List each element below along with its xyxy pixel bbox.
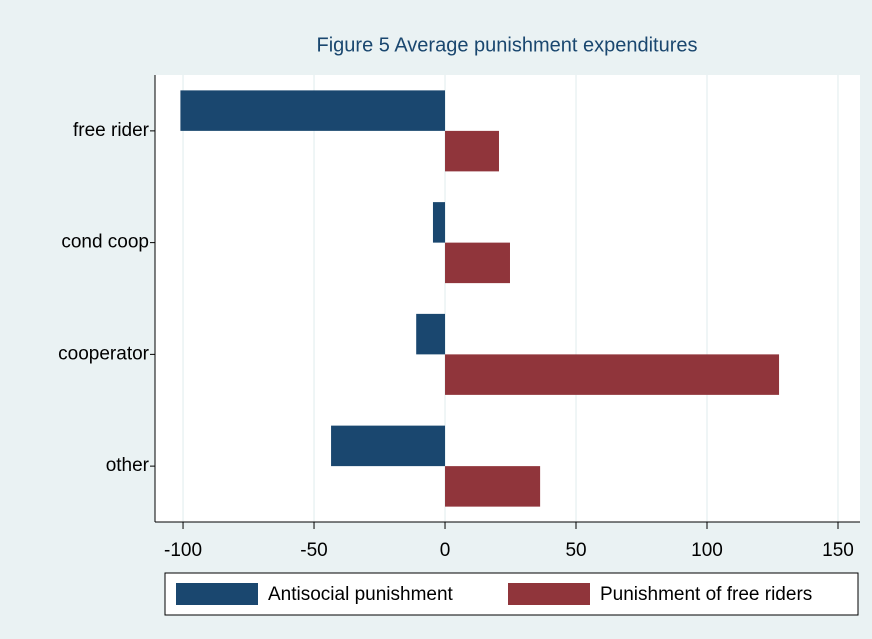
chart-title: Figure 5 Average punishment expenditures (317, 34, 698, 56)
legend-swatch (508, 583, 590, 605)
x-tick-label: -50 (300, 540, 327, 561)
bar (445, 466, 541, 507)
y-tick-label: cond coop (61, 232, 149, 253)
bar (416, 313, 446, 355)
x-tick-label: 0 (440, 540, 451, 561)
legend-swatch (176, 583, 258, 605)
bar (445, 242, 510, 284)
bar (331, 425, 446, 467)
x-tick-label: 50 (565, 540, 586, 561)
bar (445, 130, 499, 172)
x-tick-label: 100 (691, 540, 723, 561)
bar (432, 202, 446, 243)
y-tick-label: other (106, 455, 150, 476)
legend-label: Antisocial punishment (268, 584, 454, 605)
bar (445, 354, 780, 395)
y-tick-label: cooperator (58, 343, 150, 364)
y-tick-label: free rider (73, 120, 150, 141)
legend-label: Punishment of free riders (600, 584, 812, 605)
bar (180, 90, 446, 131)
plot-area (155, 75, 860, 522)
x-tick-label: 150 (822, 540, 854, 561)
x-tick-label: -100 (164, 540, 202, 561)
